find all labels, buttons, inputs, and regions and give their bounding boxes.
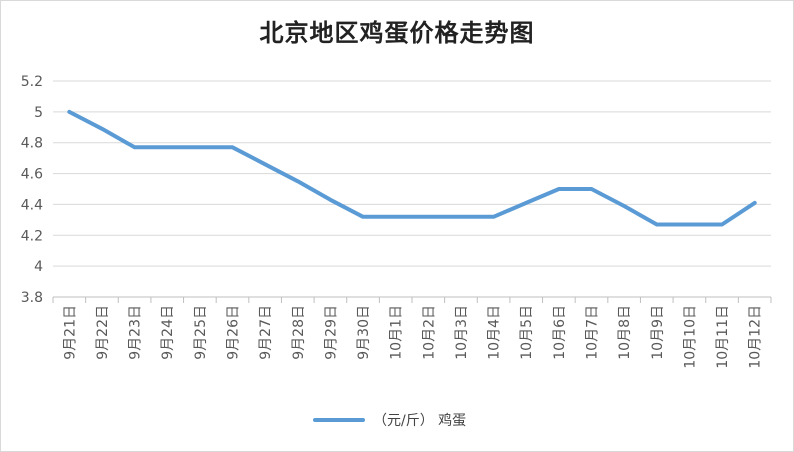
data-point <box>459 215 463 219</box>
x-tick-label: 10月7日 <box>585 305 601 360</box>
y-tick-label: 4.6 <box>21 167 43 183</box>
data-point <box>165 145 169 149</box>
y-tick-label: 3.8 <box>21 290 43 306</box>
y-tick-label: 5 <box>34 105 43 121</box>
chart-title: 北京地区鸡蛋价格走势图 <box>259 18 535 47</box>
data-point <box>328 198 332 202</box>
x-tick-label: 10月12日 <box>748 305 764 369</box>
x-tick-label: 10月2日 <box>421 305 437 360</box>
data-point <box>100 127 104 131</box>
y-tick-label: 4.8 <box>21 136 43 152</box>
x-tick-label: 9月25日 <box>193 305 209 360</box>
data-point <box>198 145 202 149</box>
x-tick-label: 10月1日 <box>389 305 405 360</box>
data-point <box>524 201 528 205</box>
x-tick-label: 9月23日 <box>128 305 144 360</box>
x-tick-label: 9月30日 <box>356 305 372 360</box>
x-tick-label: 10月5日 <box>519 305 535 360</box>
legend-label: （元/斤） 鸡蛋 <box>373 413 467 429</box>
data-point <box>426 215 430 219</box>
x-tick-label: 9月29日 <box>323 305 339 360</box>
x-tick-label: 10月4日 <box>487 305 503 360</box>
x-tick-label: 9月27日 <box>258 305 274 360</box>
x-tick-label: 10月10日 <box>682 305 698 369</box>
x-tick-label: 9月21日 <box>62 305 78 360</box>
data-point <box>590 187 594 191</box>
data-point <box>67 110 71 114</box>
x-tick-label: 9月24日 <box>160 305 176 360</box>
y-tick-label: 4 <box>34 259 43 275</box>
data-point <box>133 145 137 149</box>
x-tick-label: 10月9日 <box>650 305 666 360</box>
data-point <box>655 222 659 226</box>
legend: （元/斤） 鸡蛋 <box>313 409 466 431</box>
data-point <box>720 222 724 226</box>
data-point <box>753 201 757 205</box>
data-point <box>622 204 626 208</box>
x-tick-label: 9月22日 <box>95 305 111 360</box>
data-point <box>296 179 300 183</box>
data-point <box>492 215 496 219</box>
legend-swatch <box>313 418 365 422</box>
data-point <box>394 215 398 219</box>
x-tick-label: 9月26日 <box>226 305 242 360</box>
x-tick-label: 10月11日 <box>715 305 731 369</box>
series-line <box>67 109 757 227</box>
x-tick-label: 9月28日 <box>291 305 307 360</box>
x-tick-label: 10月8日 <box>617 305 633 360</box>
x-tick-label: 10月6日 <box>552 305 568 360</box>
y-tick-label: 5.2 <box>21 74 43 90</box>
data-point <box>361 215 365 219</box>
data-point <box>687 222 691 226</box>
data-point <box>557 187 561 191</box>
x-tick-label: 10月3日 <box>454 305 470 360</box>
y-tick-label: 4.2 <box>21 228 43 244</box>
y-tick-label: 4.4 <box>21 197 43 213</box>
data-point <box>231 145 235 149</box>
data-point <box>263 162 267 166</box>
